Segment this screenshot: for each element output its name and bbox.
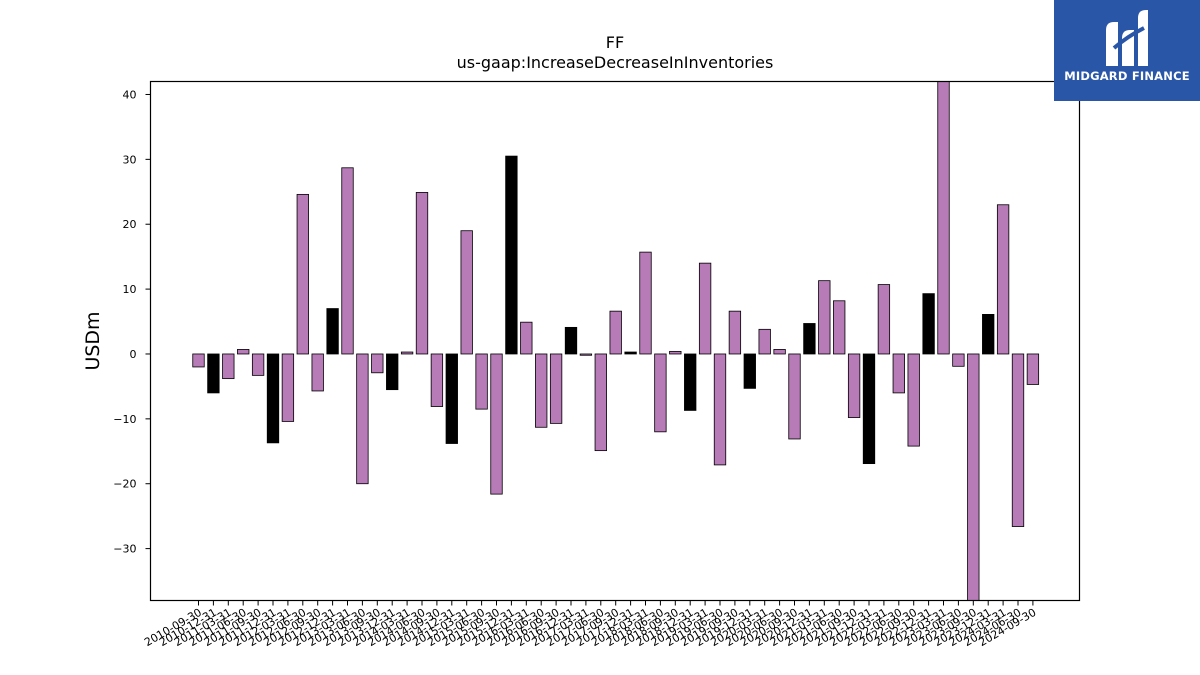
bar-2010-12-31 <box>207 353 220 394</box>
y-tick-label: 0 <box>130 348 137 361</box>
bar-2021-12-31 <box>862 353 876 465</box>
bar-2015-12-31 <box>505 155 518 355</box>
bar-2023-12-31 <box>982 314 995 355</box>
bar-2019-09-30 <box>728 310 742 355</box>
logo-text: MIDGARD FINANCE <box>1064 69 1190 83</box>
bar-2017-12-31 <box>624 351 637 355</box>
bar-2018-03-31 <box>639 251 652 355</box>
y-tick-label: 10 <box>123 283 137 296</box>
bar-2012-12-31 <box>326 308 339 355</box>
bar-2020-06-30 <box>773 349 786 355</box>
midgard-finance-logo: MIDGARD FINANCE <box>1054 0 1200 101</box>
bar-2017-09-30 <box>609 310 622 355</box>
bar-2018-09-30 <box>669 350 682 355</box>
bar-2023-06-30 <box>952 353 965 367</box>
bar-2018-12-31 <box>684 353 697 411</box>
y-tick-label: −20 <box>113 478 136 491</box>
plot-area-frame <box>149 80 1081 602</box>
bar-2016-03-31 <box>520 321 533 355</box>
chart-subtitle: us-gaap:IncreaseDecreaseInInventories <box>457 53 774 72</box>
bar-2014-03-31 <box>400 351 414 355</box>
bar-2015-03-31 <box>460 230 473 355</box>
bar-2016-06-30 <box>535 353 548 428</box>
bar-2023-09-30 <box>967 353 980 601</box>
bar-2020-03-31 <box>758 328 771 355</box>
bar-2018-06-30 <box>654 353 667 433</box>
bar-2011-03-31 <box>222 353 235 380</box>
y-axis-ticks: −30 −20 −10 0 10 20 30 40 <box>113 88 151 556</box>
bar-2021-03-31 <box>818 280 831 355</box>
bar-2012-09-30 <box>311 353 324 392</box>
bar-2013-03-31 <box>341 167 354 355</box>
bar-2016-12-31 <box>564 326 578 355</box>
bar-2019-06-30 <box>713 353 727 466</box>
bar-2013-12-31 <box>386 353 399 391</box>
y-axis-label: USDm <box>82 311 104 370</box>
bar-2011-06-30 <box>237 349 250 355</box>
y-tick-label: −10 <box>113 413 136 426</box>
midgard-logo-icon <box>1106 10 1148 66</box>
chart-title: FF <box>606 33 624 52</box>
bar-2022-12-31 <box>922 293 935 355</box>
bar-2016-09-30 <box>549 353 563 424</box>
bar-2020-12-31 <box>803 323 816 355</box>
bar-2022-09-30 <box>907 353 920 447</box>
bar-2022-06-30 <box>892 353 905 394</box>
bar-2011-09-30 <box>251 353 265 376</box>
bar-2015-09-30 <box>490 353 503 495</box>
y-tick-label: 20 <box>123 218 137 231</box>
bar-2014-09-30 <box>430 353 444 407</box>
bar-2012-06-30 <box>296 193 309 355</box>
bar-2020-09-30 <box>788 353 801 440</box>
bar-2013-09-30 <box>371 353 384 374</box>
bar-2024-06-30 <box>1011 353 1025 527</box>
bar-2014-06-30 <box>415 192 429 355</box>
y-tick-label: −30 <box>113 543 136 556</box>
bar-2017-06-30 <box>594 353 607 452</box>
bars-group <box>192 81 1040 601</box>
bar-2021-06-30 <box>833 300 846 355</box>
bar-2019-03-31 <box>698 262 712 355</box>
bar-2010-09-30 <box>192 353 205 368</box>
bar-2013-06-30 <box>356 353 369 485</box>
bar-2017-03-31 <box>579 353 593 356</box>
bar-2022-03-31 <box>877 284 891 355</box>
bar-2024-03-31 <box>996 204 1010 355</box>
bar-2024-09-30 <box>1026 353 1040 385</box>
bar-2019-12-31 <box>743 353 756 389</box>
x-axis-ticks: 2010-09-302010-12-312011-03-312011-06-30… <box>142 600 1038 649</box>
y-tick-label: 40 <box>123 88 137 101</box>
bar-2011-12-31 <box>266 353 280 444</box>
bar-2015-06-30 <box>475 353 488 410</box>
y-tick-label: 30 <box>123 153 137 166</box>
bar-2021-09-30 <box>847 353 861 418</box>
bar-2023-03-31 <box>937 81 950 355</box>
bar-2014-12-31 <box>445 353 458 444</box>
bar-2012-03-31 <box>281 353 295 422</box>
